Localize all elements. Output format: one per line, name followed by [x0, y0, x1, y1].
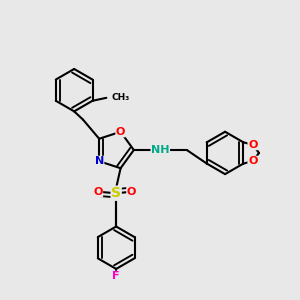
- Text: O: O: [93, 187, 103, 197]
- Text: NH: NH: [151, 145, 169, 155]
- Text: CH₃: CH₃: [112, 93, 130, 102]
- Text: O: O: [248, 140, 257, 150]
- Text: O: O: [127, 187, 136, 197]
- Text: O: O: [248, 156, 257, 166]
- Text: S: S: [111, 186, 121, 200]
- Text: F: F: [112, 271, 120, 281]
- Text: N: N: [94, 156, 104, 166]
- Text: O: O: [116, 127, 125, 137]
